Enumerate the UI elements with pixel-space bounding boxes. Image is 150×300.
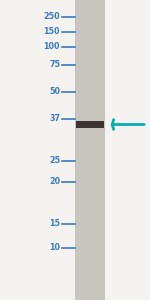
Text: 75: 75 bbox=[49, 60, 60, 69]
Text: 25: 25 bbox=[49, 156, 60, 165]
Text: 20: 20 bbox=[49, 177, 60, 186]
Bar bbox=[76, 121, 104, 128]
Bar bbox=[75, 0, 105, 300]
Text: 37: 37 bbox=[49, 114, 60, 123]
Text: 250: 250 bbox=[43, 12, 60, 21]
Text: 10: 10 bbox=[49, 243, 60, 252]
Text: 50: 50 bbox=[49, 87, 60, 96]
Text: 15: 15 bbox=[49, 219, 60, 228]
Text: 100: 100 bbox=[44, 42, 60, 51]
Text: 150: 150 bbox=[44, 27, 60, 36]
